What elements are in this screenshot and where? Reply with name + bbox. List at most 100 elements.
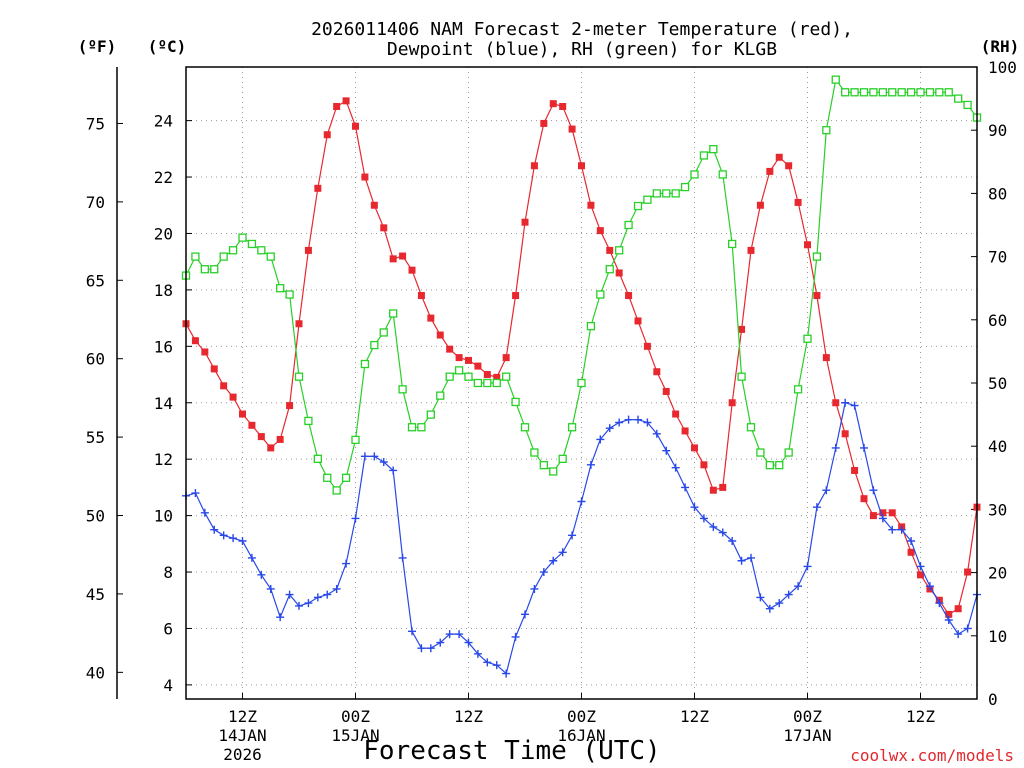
fahrenheit-tick-label: 65	[86, 271, 105, 290]
dewpoint-point	[605, 424, 614, 433]
2-meter-temperature-point	[719, 483, 727, 491]
dewpoint-point	[784, 590, 793, 599]
x-tick-label: 16JAN	[557, 726, 605, 745]
rh-point	[502, 372, 511, 381]
rh-point	[389, 309, 398, 318]
x-tick-label: 17JAN	[783, 726, 831, 745]
rh-point	[294, 372, 304, 381]
celsius-tick-label: 8	[163, 563, 173, 582]
2-meter-temperature-point	[191, 337, 199, 345]
rh-point	[417, 423, 426, 432]
2-meter-temperature-point	[512, 292, 520, 300]
celsius-tick-label: 24	[154, 112, 173, 131]
dewpoint-point	[285, 590, 294, 599]
celsius-tick-label: 22	[154, 168, 173, 187]
rh-point	[775, 461, 784, 470]
2-meter-temperature-point	[465, 356, 472, 364]
2-meter-temperature-point	[822, 354, 830, 362]
rh-point	[671, 189, 680, 198]
rh-point	[935, 88, 944, 97]
dewpoint-point	[718, 528, 727, 537]
rh-point	[850, 88, 859, 97]
2-meter-temperature-point	[568, 125, 576, 133]
rh-point	[238, 233, 247, 242]
dewpoint-point	[634, 415, 642, 424]
dewpoint-point	[200, 508, 209, 517]
2-meter-temperature-point	[643, 342, 651, 350]
x-tick-label: 00Z	[341, 707, 370, 726]
rh-tick-label: 80	[988, 184, 1007, 203]
dewpoint-point	[370, 452, 379, 461]
2-meter-temperature-point	[239, 410, 246, 418]
x-axis-label: Forecast Time (UTC)	[363, 736, 660, 766]
dewpoint-point	[794, 582, 803, 591]
dewpoint-point	[812, 503, 821, 512]
2-meter-temperature-point	[474, 362, 482, 370]
fahrenheit-tick-label: 75	[86, 114, 105, 133]
rh-point	[831, 75, 840, 84]
fahrenheit-unit-label: (ºF)	[78, 37, 117, 56]
rh-point	[247, 239, 257, 249]
2-meter-temperature-point	[766, 167, 774, 175]
rh-point	[210, 265, 219, 274]
celsius-tick-label: 20	[154, 224, 173, 243]
2-meter-temperature-point	[427, 314, 435, 322]
rh-point	[793, 385, 803, 394]
rh-point	[426, 410, 435, 419]
celsius-unit-label: (ºC)	[148, 37, 187, 56]
rh-point	[841, 88, 850, 97]
x-tick-label: 12Z	[454, 707, 483, 726]
rh-point	[483, 378, 492, 388]
dewpoint-point	[229, 534, 238, 543]
2-meter-temperature-point	[700, 461, 708, 469]
rh-point	[803, 334, 812, 343]
2-meter-temperature-point	[408, 266, 416, 274]
2-meter-temperature-point	[747, 246, 755, 254]
rh-point	[615, 246, 624, 255]
2-meter-temperature-point	[549, 100, 557, 108]
dewpoint-point	[313, 593, 322, 602]
2-meter-temperature-point	[954, 605, 962, 613]
rh-point	[351, 435, 360, 445]
rh-point	[812, 252, 822, 261]
dewpoint-point	[747, 553, 755, 562]
rh-point	[492, 378, 501, 388]
dewpoint-point	[210, 525, 219, 534]
dewpoint-point	[549, 556, 558, 565]
rh-point	[784, 448, 793, 457]
dewpoint-point	[765, 604, 774, 613]
rh-tick-label: 40	[988, 437, 1007, 456]
2-meter-temperature-point	[578, 162, 585, 170]
2-meter-temperature-point	[361, 173, 369, 181]
celsius-tick-label: 12	[154, 450, 173, 469]
dewpoint-point	[822, 486, 831, 495]
rh-point	[257, 246, 266, 255]
2-meter-temperature-point	[483, 371, 491, 379]
dewpoint-point	[737, 556, 746, 565]
fahrenheit-tick-label: 55	[86, 428, 105, 447]
2-meter-temperature-point	[323, 131, 331, 139]
rh-point	[313, 454, 322, 463]
2-meter-temperature-point	[455, 354, 463, 362]
rh-point	[511, 397, 520, 407]
rh-point	[963, 100, 972, 110]
2-meter-temperature-point	[860, 495, 868, 503]
2-meter-temperature-point	[634, 317, 642, 325]
rh-point	[699, 151, 709, 160]
rh-tick-label: 90	[988, 121, 1007, 140]
rh-point	[869, 88, 878, 97]
dewpoint-point	[379, 458, 388, 466]
dewpoint-point	[916, 562, 925, 571]
fahrenheit-tick-label: 45	[86, 585, 105, 604]
2-meter-temperature-point	[907, 548, 915, 556]
dewpoint-point	[662, 446, 671, 455]
dewpoint-point	[426, 644, 435, 653]
dewpoint-point	[615, 418, 624, 427]
rh-tick-label: 50	[988, 374, 1007, 393]
2-meter-temperature-point	[417, 292, 425, 300]
rh-point	[323, 473, 332, 482]
dewpoint-point	[502, 669, 511, 678]
rh-point	[897, 88, 906, 97]
